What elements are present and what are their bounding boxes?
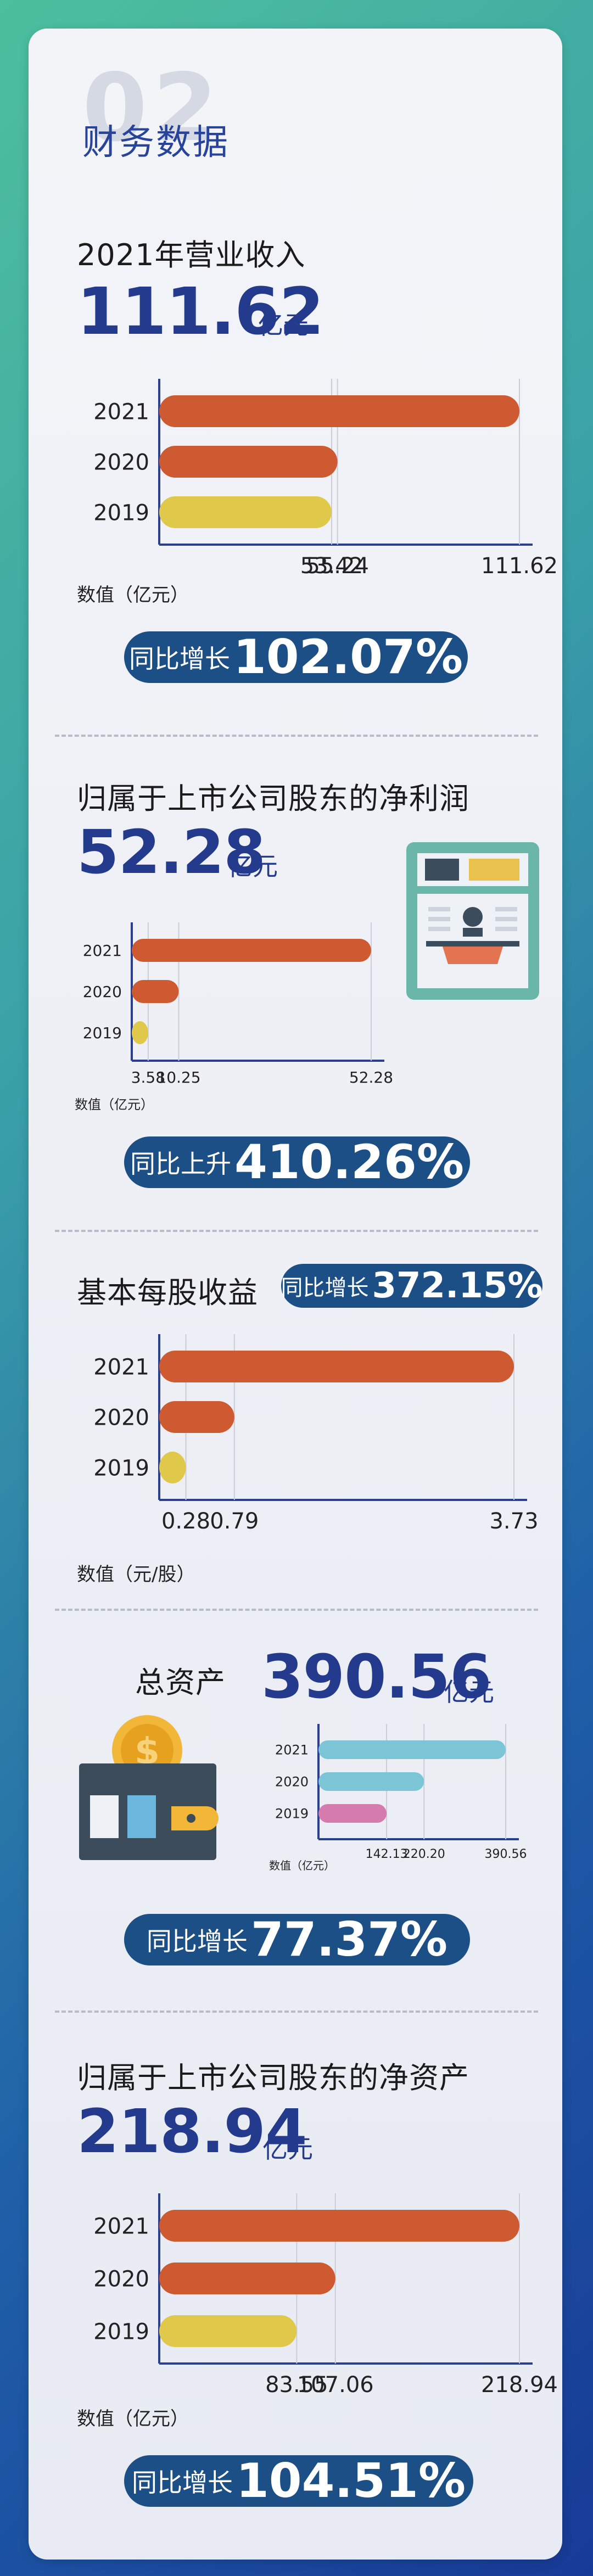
net-assets-title: 归属于上市公司股东的净资产 [77, 2060, 469, 2095]
bar-2021 [159, 395, 519, 427]
bar-2021 [159, 1351, 514, 1382]
net-assets-value: 218.94 [77, 2096, 307, 2166]
tick-label: 3.73 [489, 1509, 538, 1534]
total-assets-unit: 亿元 [444, 1677, 494, 1707]
wallet-icon: $ [79, 1715, 219, 1860]
bar-2020 [159, 446, 338, 478]
category-label-2020: 2020 [93, 2266, 149, 2292]
eps-growth-pill: 同比增长 372.15% [281, 1264, 543, 1308]
revenue-growth-label: 同比增长 [128, 644, 230, 674]
total-assets-value: 390.56 [261, 1642, 491, 1712]
total-assets-growth-value: 77.37% [250, 1912, 448, 1967]
eps-chart: 2021 2020 2019 0.28 0.79 3.73 [93, 1334, 539, 1534]
section-title: 财务数据 [82, 122, 230, 163]
section-divider [55, 1230, 538, 1232]
net-profit-title: 归属于上市公司股东的净利润 [77, 781, 469, 816]
category-label-2021: 2021 [83, 942, 122, 960]
section-divider [55, 1609, 538, 1611]
category-label-2019: 2019 [93, 1455, 149, 1481]
tick-label: 3.58 [131, 1068, 165, 1087]
net-assets-growth-value: 104.51% [236, 2454, 466, 2508]
bar-2019 [159, 496, 332, 528]
category-label-2019: 2019 [83, 1024, 122, 1042]
revenue-axis-label: 数值（亿元） [77, 584, 189, 606]
net-profit-growth-pill: 同比上升 410.26% [124, 1135, 470, 1190]
tick-label: 53.42 [300, 553, 363, 579]
eps-growth-label: 同比增长 [281, 1275, 369, 1301]
revenue-growth-value: 102.07% [233, 630, 463, 685]
net-profit-value: 52.28 [77, 817, 266, 887]
category-label-2021: 2021 [93, 2214, 149, 2239]
net-assets-growth-label: 同比增长 [131, 2468, 233, 2497]
bar-2021 [318, 1740, 506, 1759]
bar-2020 [159, 2263, 335, 2294]
category-label-2021: 2021 [275, 1743, 309, 1758]
bar-2021 [132, 939, 371, 962]
revenue-growth-pill: 同比增长 102.07% [124, 630, 468, 685]
category-label-2020: 2020 [275, 1774, 309, 1790]
total-assets-title: 总资产 [135, 1665, 226, 1700]
tick-label: 55.24 [306, 553, 369, 579]
tick-label: 10.25 [156, 1068, 200, 1087]
tick-label: 107.06 [297, 2372, 374, 2398]
category-label-2019: 2019 [275, 1806, 309, 1822]
net-profit-axis-label: 数值（亿元） [75, 1097, 154, 1112]
bar-2020 [132, 980, 179, 1003]
tick-label: 220.20 [403, 1847, 445, 1861]
revenue-unit: 亿元 [258, 310, 309, 340]
tick-label: 111.62 [481, 553, 558, 579]
tick-label: 390.56 [485, 1847, 527, 1861]
category-label-2019: 2019 [93, 500, 149, 525]
tick-label: 83.55 [265, 2372, 328, 2398]
net-profit-unit: 亿元 [227, 852, 278, 881]
eps-growth-value: 372.15% [372, 1265, 543, 1306]
bar-2021 [159, 2210, 519, 2242]
category-label-2021: 2021 [93, 399, 149, 424]
net-assets-unit: 亿元 [262, 2134, 313, 2164]
section-divider [55, 2011, 538, 2013]
bar-2019 [159, 1452, 186, 1483]
bar-2019 [132, 1021, 148, 1044]
tick-label: 52.28 [349, 1068, 393, 1087]
total-assets-growth-pill: 同比增长 77.37% [124, 1912, 470, 1967]
net-assets-axis-label: 数值（亿元） [77, 2408, 189, 2430]
bar-2019 [318, 1804, 387, 1823]
bar-2020 [318, 1772, 424, 1791]
category-label-2020: 2020 [93, 450, 149, 475]
eps-title: 基本每股收益 [77, 1275, 258, 1310]
report-illustration-icon [406, 842, 539, 1000]
bar-2020 [159, 1401, 234, 1433]
category-label-2021: 2021 [93, 1354, 149, 1380]
net-profit-growth-value: 410.26% [234, 1135, 465, 1190]
tick-label: 0.79 [210, 1509, 259, 1534]
net-assets-growth-pill: 同比增长 104.51% [124, 2454, 473, 2508]
tick-label: 142.13 [366, 1847, 408, 1861]
total-assets-growth-label: 同比增长 [146, 1927, 248, 1956]
category-label-2019: 2019 [93, 2319, 149, 2344]
revenue-title: 2021年营业收入 [77, 238, 306, 272]
total-assets-axis-label: 数值（亿元） [269, 1859, 335, 1872]
revenue-value: 111.62 [77, 273, 324, 349]
eps-axis-label: 数值（元/股） [77, 1564, 195, 1586]
section-divider [55, 735, 538, 737]
category-label-2020: 2020 [83, 983, 122, 1001]
tick-label: 0.28 [161, 1509, 210, 1534]
net-profit-growth-label: 同比上升 [130, 1149, 231, 1179]
tick-label: 218.94 [481, 2372, 558, 2398]
category-label-2020: 2020 [93, 1405, 149, 1430]
bar-2019 [159, 2315, 297, 2347]
section-number: 02 [82, 54, 223, 163]
